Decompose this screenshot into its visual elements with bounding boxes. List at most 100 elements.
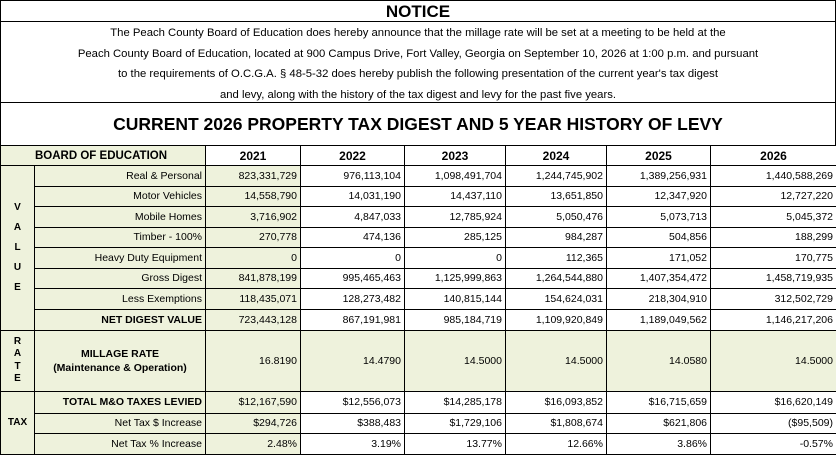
cell: 12,785,924 [405,207,506,228]
cell: 285,125 [405,227,506,248]
cell: 985,184,719 [405,309,506,330]
cell: 3.86% [607,434,711,455]
cell: 171,052 [607,248,711,269]
row-label: Heavy Duty Equipment [35,248,206,269]
cell: 128,273,482 [301,289,405,310]
cell: -0.57% [711,434,836,455]
cell: 118,435,071 [206,289,301,310]
cell: 0 [206,248,301,269]
cell: ($95,509) [711,413,836,434]
row-label: Gross Digest [35,268,206,289]
row-label: Net Tax % Increase [35,434,206,455]
notice-line: Peach County Board of Education, located… [15,44,821,65]
cell: $16,715,659 [607,391,711,413]
millage-value: 14.5000 [405,330,506,391]
table-row: Net Tax % Increase 2.48% 3.19% 13.77% 12… [1,434,836,455]
millage-value: 14.5000 [711,330,836,391]
table-row: Net Tax $ Increase $294,726 $388,483 $1,… [1,413,836,434]
cell: $388,483 [301,413,405,434]
cell: 995,465,463 [301,268,405,289]
cell: 823,331,729 [206,166,301,187]
year-header: 2026 [711,146,836,166]
tax-side-label: TAX [1,391,35,454]
cell: 504,856 [607,227,711,248]
cell: 170,775 [711,248,836,269]
millage-value: 16.8190 [206,330,301,391]
cell: 140,815,144 [405,289,506,310]
cell: 5,050,476 [506,207,607,228]
cell: 12,727,220 [711,186,836,207]
cell: $621,806 [607,413,711,434]
millage-value: 14.5000 [506,330,607,391]
cell: 867,191,981 [301,309,405,330]
cell: 723,443,128 [206,309,301,330]
cell: $14,285,178 [405,391,506,413]
millage-value: 14.0580 [607,330,711,391]
cell: 474,136 [301,227,405,248]
cell: $1,808,674 [506,413,607,434]
year-header: 2024 [506,146,607,166]
cell: 976,113,104 [301,166,405,187]
notice-line: and levy, along with the history of the … [15,85,821,106]
cell: $16,620,149 [711,391,836,413]
year-header: 2025 [607,146,711,166]
row-label: NET DIGEST VALUE [35,309,206,330]
table-title: CURRENT 2026 PROPERTY TAX DIGEST AND 5 Y… [0,103,836,145]
cell: 5,045,372 [711,207,836,228]
cell: 112,365 [506,248,607,269]
notice-heading: NOTICE [1,1,835,22]
table-row: Timber - 100% 270,778 474,136 285,125 98… [1,227,836,248]
row-label: Motor Vehicles [35,186,206,207]
cell: 14,437,110 [405,186,506,207]
row-label: Net Tax $ Increase [35,413,206,434]
row-label: TOTAL M&O TAXES LEVIED [35,391,206,413]
cell: 312,502,729 [711,289,836,310]
year-header: 2022 [301,146,405,166]
cell: 154,624,031 [506,289,607,310]
cell: 218,304,910 [607,289,711,310]
cell: 12.66% [506,434,607,455]
table-row: Less Exemptions 118,435,071 128,273,482 … [1,289,836,310]
cell: 1,125,999,863 [405,268,506,289]
cell: 14,558,790 [206,186,301,207]
table-row: Gross Digest 841,878,199 995,465,463 1,1… [1,268,836,289]
year-header: 2021 [206,146,301,166]
notice-box: NOTICE The Peach County Board of Educati… [0,0,836,103]
cell: 1,146,217,206 [711,309,836,330]
millage-row: R A T E MILLAGE RATE (Maintenance & Oper… [1,330,836,391]
cell: 4,847,033 [301,207,405,228]
cell: 3,716,902 [206,207,301,228]
cell: $1,729,106 [405,413,506,434]
cell: 2.48% [206,434,301,455]
cell: $12,167,590 [206,391,301,413]
cell: 1,098,491,704 [405,166,506,187]
cell: 13.77% [405,434,506,455]
cell: 1,440,588,269 [711,166,836,187]
cell: $16,093,852 [506,391,607,413]
row-label: Mobile Homes [35,207,206,228]
row-label: Timber - 100% [35,227,206,248]
cell: 1,189,049,562 [607,309,711,330]
value-side-label: V A L U E [1,166,35,331]
cell: 841,878,199 [206,268,301,289]
cell: 5,073,713 [607,207,711,228]
rate-side-label: R A T E [1,330,35,391]
cell: 1,109,920,849 [506,309,607,330]
row-label: Real & Personal [35,166,206,187]
cell: 270,778 [206,227,301,248]
cell: 1,264,544,880 [506,268,607,289]
cell: 0 [301,248,405,269]
millage-label: MILLAGE RATE (Maintenance & Operation) [35,330,206,391]
table-row: TAX TOTAL M&O TAXES LEVIED $12,167,590 $… [1,391,836,413]
cell: 12,347,920 [607,186,711,207]
cell: $12,556,073 [301,391,405,413]
cell: $294,726 [206,413,301,434]
cell: 1,407,354,472 [607,268,711,289]
millage-value: 14.4790 [301,330,405,391]
table-row: V A L U E Real & Personal 823,331,729 97… [1,166,836,187]
notice-line: to the requirements of O.C.G.A. § 48-5-3… [15,64,821,85]
cell: 1,389,256,931 [607,166,711,187]
table-row: NET DIGEST VALUE 723,443,128 867,191,981… [1,309,836,330]
table-row: Motor Vehicles 14,558,790 14,031,190 14,… [1,186,836,207]
